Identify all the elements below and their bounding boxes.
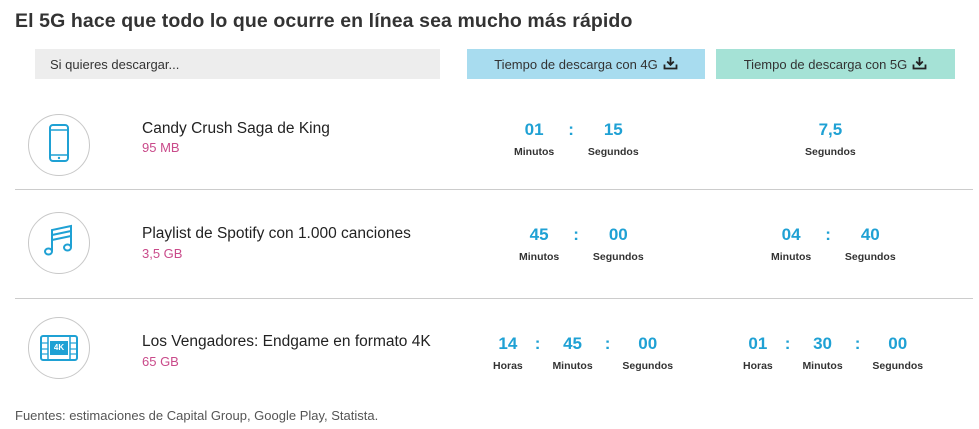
time-value: 40 [860,225,880,244]
time-5g: 04 Minutos : 40 Segundos [771,225,896,263]
header-4g: Tiempo de descarga con 4G [467,49,705,79]
row-app-name: Candy Crush Saga de King [142,120,330,137]
time-separator: : [573,225,579,244]
time-value: 01 [748,334,768,353]
time-unit: Minutos [514,146,555,158]
row-app-size: 65 GB [142,354,179,369]
film-4k-icon: 4K [39,333,79,363]
row-app-size: 3,5 GB [142,246,183,261]
time-unit: Minutos [802,360,843,372]
download-icon [663,56,678,73]
time-separator: : [784,334,791,353]
app-icon-circle [28,114,90,176]
time-value: 00 [888,334,908,353]
time-value: 00 [608,225,628,244]
time-value: 01 [524,120,544,139]
time-unit: Segundos [872,360,924,372]
time-unit: Segundos [592,251,644,263]
time-separator: : [825,225,831,244]
time-4g: 14 Horas : 45 Minutos : 00 Segundos [493,334,673,372]
header-4g-label: Tiempo de descarga con 4G [494,56,658,72]
time-value: 00 [638,334,658,353]
download-icon [912,56,927,73]
time-unit: Segundos [622,360,674,372]
time-separator: : [568,120,574,139]
source-note: Fuentes: estimaciones de Capital Group, … [15,408,379,423]
time-unit: Segundos [805,146,856,158]
phone-icon [44,123,74,168]
header-question: Si quieres descargar... [35,49,440,79]
row-app-name: Los Vengadores: Endgame en formato 4K [142,333,431,350]
time-unit: Horas [493,360,523,372]
time-separator: : [854,334,861,353]
time-separator: : [604,334,611,353]
time-4g: 45 Minutos : 00 Segundos [519,225,644,263]
time-unit: Horas [743,360,773,372]
time-4g: 01 Minutos : 15 Segundos [514,120,639,158]
time-value: 30 [813,334,833,353]
time-value: 15 [603,120,623,139]
row-app-size: 95 MB [142,140,180,155]
film-4k-label: 4K [53,343,65,352]
app-icon-circle: 4K [28,317,90,379]
time-unit: Segundos [587,146,639,158]
time-unit: Minutos [519,251,560,263]
header-5g-label: Tiempo de descarga con 5G [743,56,908,72]
time-value: 45 [529,225,549,244]
time-unit: Minutos [552,360,593,372]
music-note-icon [41,223,77,264]
row-divider [15,298,973,299]
time-5g: 7,5 Segundos [805,120,856,158]
time-separator: : [534,334,541,353]
time-5g: 01 Horas : 30 Minutos : 00 Segundos [743,334,923,372]
app-icon-circle [28,212,90,274]
header-5g: Tiempo de descarga con 5G [716,49,955,79]
time-value: 04 [781,225,801,244]
row-divider [15,189,973,190]
time-unit: Segundos [844,251,896,263]
time-value: 45 [563,334,583,353]
page-title: El 5G hace que todo lo que ocurre en lín… [15,10,633,32]
header-question-label: Si quieres descargar... [50,56,180,72]
time-value: 14 [498,334,518,353]
time-unit: Minutos [771,251,812,263]
time-value: 7,5 [818,120,843,139]
row-app-name: Playlist de Spotify con 1.000 canciones [142,225,411,242]
